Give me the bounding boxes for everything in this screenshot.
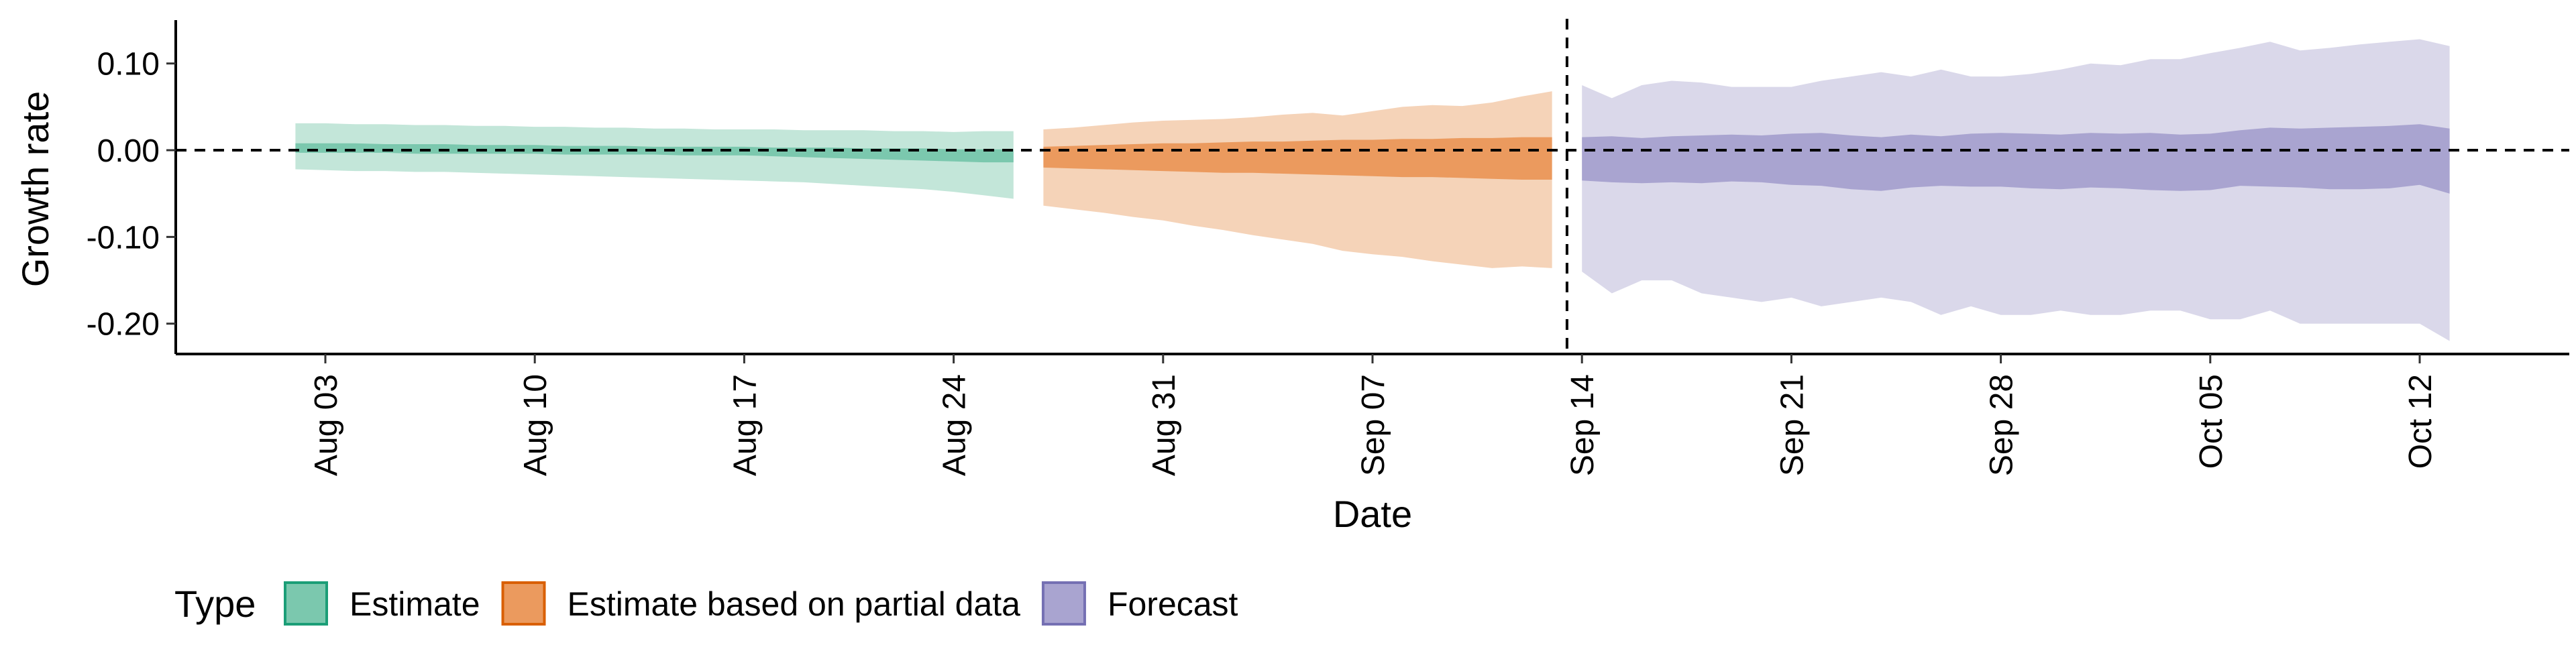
legend-key-estimate-based-on-partial-data <box>501 581 546 626</box>
x-tick-label: Sep 14 <box>1565 374 1601 476</box>
legend-key-estimate <box>284 581 328 626</box>
x-tick-label: Aug 24 <box>937 374 973 476</box>
forecast-outer-band <box>1582 39 2450 341</box>
x-ticks-layer: Aug 03 Aug 10 Aug 17 Aug 24 Aug 31 Sep 07 Sep … <box>309 354 2438 476</box>
x-tick-label: Sep 28 <box>1984 374 2020 476</box>
legend-label-estimate: Estimate <box>350 585 480 623</box>
y-tick-label: -0.10 <box>87 220 160 255</box>
x-axis-title: Date <box>1333 493 1412 535</box>
legend-label-forecast: Forecast <box>1108 585 1238 623</box>
bands-layer <box>295 39 2450 341</box>
legend-title: Type <box>174 583 256 625</box>
legend-label-estimate-based-on-partial-data: Estimate based on partial data <box>568 585 1021 623</box>
x-tick-label: Oct 05 <box>2194 374 2229 469</box>
forecast-inner-band <box>1582 124 2450 194</box>
x-tick-label: Oct 12 <box>2403 374 2438 469</box>
y-tick-label: -0.20 <box>87 307 160 343</box>
y-axis-title: Growth rate <box>14 91 56 288</box>
y-tick-label: 0.00 <box>97 133 160 169</box>
x-tick-label: Sep 21 <box>1774 374 1810 476</box>
x-tick-label: Aug 03 <box>309 374 344 476</box>
legend: Type Estimate Estimate based on partial d… <box>174 581 1238 626</box>
y-ticks-layer: 0.10 0.00 -0.10 -0.20 <box>87 47 176 343</box>
x-tick-label: Aug 31 <box>1146 374 1182 476</box>
estimate-based-on-partial-data-inner-band <box>1043 137 1552 180</box>
reference-lines-layer <box>176 19 2569 354</box>
x-tick-label: Aug 17 <box>727 374 763 476</box>
x-tick-label: Aug 10 <box>518 374 553 476</box>
estimate-inner-band <box>295 143 1014 163</box>
y-tick-label: 0.10 <box>97 47 160 82</box>
x-tick-label: Sep 07 <box>1356 374 1391 476</box>
legend-key-forecast <box>1041 581 1086 626</box>
estimate-outer-band <box>295 123 1014 199</box>
estimate-based-on-partial-data-outer-band <box>1043 91 1552 268</box>
